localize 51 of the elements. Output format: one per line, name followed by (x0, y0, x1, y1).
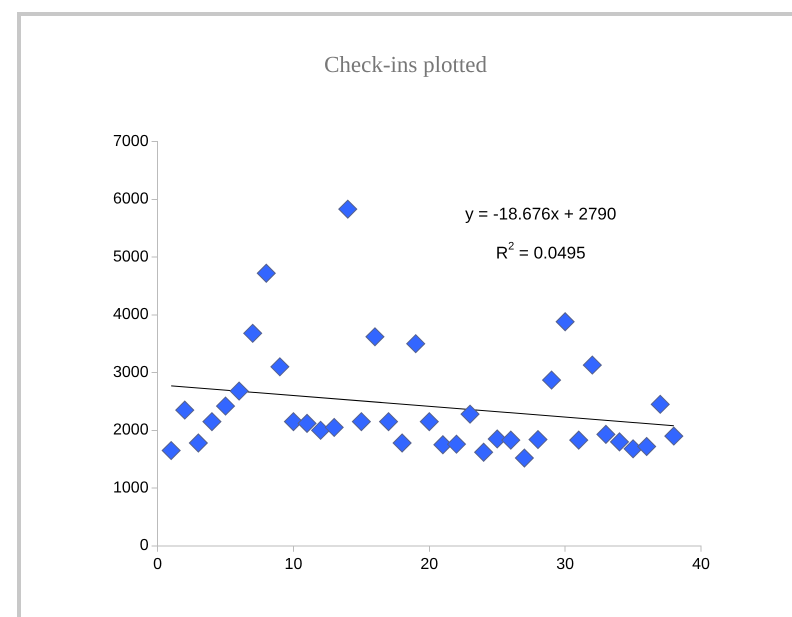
y-tick-label: 1000 (113, 479, 149, 496)
x-tick-label: 20 (420, 556, 438, 573)
point (446, 434, 466, 454)
point (528, 430, 548, 450)
point (162, 441, 181, 460)
y-tick-label: 0 (140, 537, 149, 554)
y-tick-label: 5000 (113, 248, 149, 266)
point (556, 312, 575, 332)
point (637, 436, 656, 456)
x-tick-label: 10 (284, 556, 302, 573)
point (311, 420, 330, 440)
point (406, 334, 426, 354)
y-tick-label: 2000 (113, 422, 149, 439)
point (175, 400, 194, 420)
point (338, 200, 358, 219)
point (270, 357, 290, 376)
point (392, 434, 412, 453)
point (664, 426, 684, 446)
annotation: y = -18.676x + 2790 (465, 204, 616, 224)
y-tick-label: 3000 (113, 364, 149, 381)
x-tick-label: 40 (692, 556, 710, 573)
chart-title: Check-ins plotted (324, 52, 488, 77)
point (514, 448, 534, 468)
point (420, 412, 439, 432)
point (202, 412, 222, 432)
y-tick-label: 4000 (113, 306, 149, 324)
point (243, 324, 262, 343)
point (501, 430, 520, 450)
point (460, 404, 480, 424)
y-tick-label: 6000 (113, 190, 149, 208)
point (284, 412, 303, 432)
point (542, 370, 562, 390)
point (610, 432, 629, 452)
point (216, 396, 236, 416)
point (324, 418, 344, 437)
point (256, 264, 276, 283)
point (365, 327, 384, 346)
point (230, 382, 249, 401)
point (569, 430, 588, 450)
point (352, 412, 371, 432)
point (582, 356, 602, 375)
point (379, 412, 398, 432)
point (650, 394, 670, 414)
point (474, 442, 494, 462)
point (624, 439, 643, 458)
x-tick-label: 30 (556, 556, 574, 573)
point (596, 424, 616, 444)
point (188, 434, 208, 453)
x-tick-label: 0 (153, 556, 162, 573)
y-tick-label: 7000 (113, 133, 149, 150)
point (298, 414, 317, 433)
